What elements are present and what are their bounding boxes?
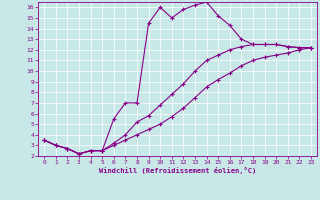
X-axis label: Windchill (Refroidissement éolien,°C): Windchill (Refroidissement éolien,°C) (99, 167, 256, 174)
